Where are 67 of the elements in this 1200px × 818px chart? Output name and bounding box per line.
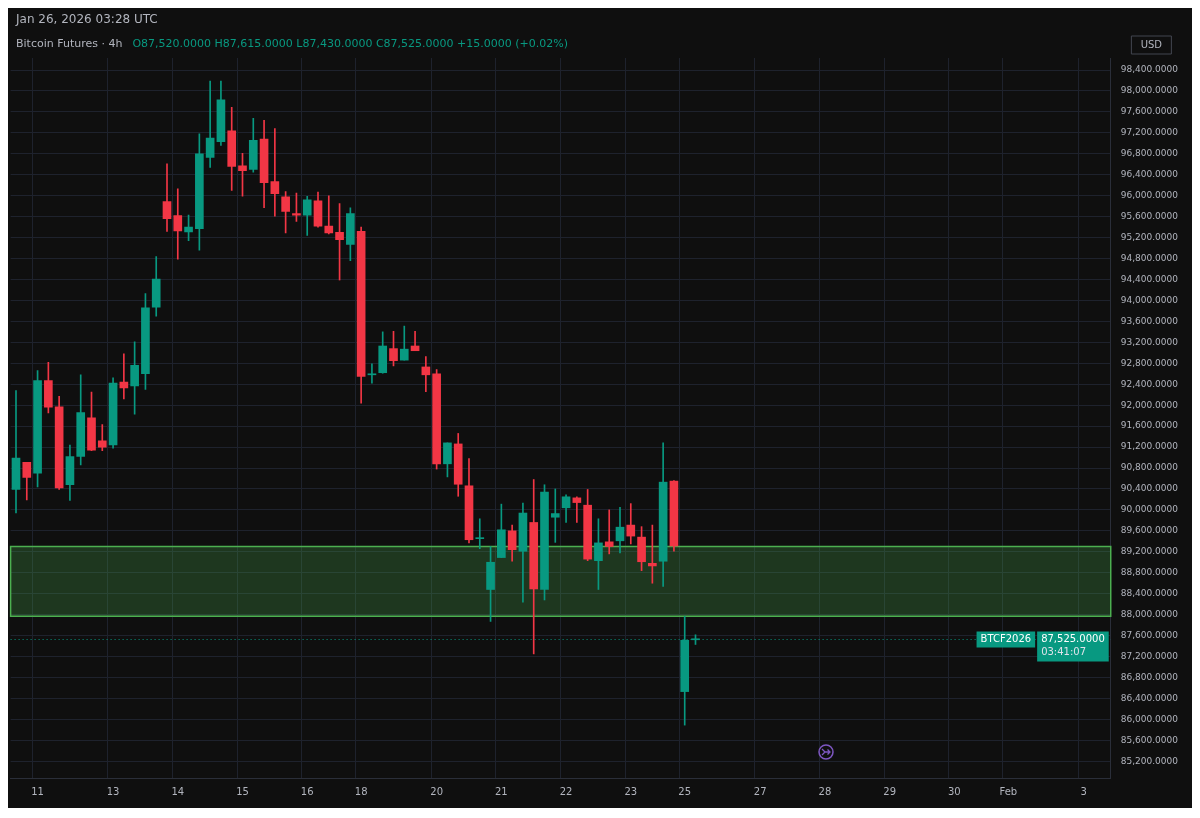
ref-line-label: BTCF2026 bbox=[980, 633, 1032, 645]
x-tick-label: 27 bbox=[753, 785, 767, 797]
y-tick-label: 85,600.0000 bbox=[1120, 734, 1179, 745]
chart-title: Bitcoin Futures · 4h bbox=[16, 36, 123, 50]
y-tick-label: 91,200.0000 bbox=[1120, 441, 1179, 452]
y-tick-label: 86,800.0000 bbox=[1120, 671, 1179, 682]
annotation: 87,525.0000 bbox=[1041, 633, 1105, 645]
x-tick-label: 30 bbox=[947, 785, 961, 797]
y-tick-label: 90,400.0000 bbox=[1120, 483, 1179, 494]
x-tick-label: Feb bbox=[999, 785, 1018, 797]
y-tick-label: 98,000.0000 bbox=[1120, 85, 1179, 96]
y-tick-label: 86,400.0000 bbox=[1120, 692, 1179, 703]
y-tick-label: 89,200.0000 bbox=[1120, 546, 1179, 557]
candlestick bbox=[173, 188, 183, 260]
y-tick-label: 90,000.0000 bbox=[1120, 504, 1179, 515]
x-tick-label: 25 bbox=[678, 785, 692, 797]
x-tick-label: 20 bbox=[430, 785, 444, 797]
candlestick bbox=[205, 80, 215, 168]
y-tick-label: 94,000.0000 bbox=[1120, 294, 1179, 305]
y-tick-label: 96,000.0000 bbox=[1120, 190, 1179, 201]
y-tick-label: 97,600.0000 bbox=[1120, 106, 1179, 117]
x-tick-label: 29 bbox=[883, 785, 897, 797]
x-tick-label: 23 bbox=[624, 785, 638, 797]
x-tick-label: 14 bbox=[171, 785, 185, 797]
x-tick-label: 18 bbox=[354, 785, 368, 797]
y-tick-label: 93,200.0000 bbox=[1120, 336, 1179, 347]
x-tick-label: 16 bbox=[300, 785, 314, 797]
candlestick bbox=[475, 518, 485, 549]
candlestick bbox=[270, 128, 280, 217]
y-tick-label: 86,000.0000 bbox=[1120, 713, 1179, 724]
text: Jan 26, 2026 03:28 UTC bbox=[15, 12, 158, 27]
y-tick-label: 92,800.0000 bbox=[1120, 357, 1179, 368]
y-tick-label: 92,400.0000 bbox=[1120, 378, 1179, 389]
candlestick bbox=[550, 488, 560, 543]
x-tick-label: 22 bbox=[559, 785, 573, 797]
y-tick-label: 97,200.0000 bbox=[1120, 127, 1179, 138]
y-tick-label: 96,400.0000 bbox=[1120, 169, 1179, 180]
y-tick-label: 88,400.0000 bbox=[1120, 588, 1179, 599]
y-tick-label: 88,800.0000 bbox=[1120, 567, 1179, 578]
y-tick-label: 88,000.0000 bbox=[1120, 608, 1179, 619]
annotation: 03:41:07 bbox=[1041, 646, 1087, 658]
y-tick-label: 89,600.0000 bbox=[1120, 525, 1179, 536]
y-tick-label: 87,600.0000 bbox=[1120, 629, 1179, 640]
y-tick-label: 87,200.0000 bbox=[1120, 650, 1179, 661]
y-tick-label: 96,800.0000 bbox=[1120, 148, 1179, 159]
y-tick-label: 95,600.0000 bbox=[1120, 211, 1179, 222]
y-tick-label: 90,800.0000 bbox=[1120, 462, 1179, 473]
y-tick-label: 94,400.0000 bbox=[1120, 273, 1179, 284]
y-tick-label: 93,600.0000 bbox=[1120, 315, 1179, 326]
candlestick bbox=[324, 195, 334, 235]
x-tick-label: 11 bbox=[31, 785, 44, 797]
y-tick-label: 98,400.0000 bbox=[1120, 64, 1179, 75]
chart-subtitle: O87,520.0000 H87,615.0000 L87,430.0000 C87,525.0000 +15.0000 (+0.02%) bbox=[132, 36, 569, 50]
y-tick-label: 94,800.0000 bbox=[1120, 252, 1179, 263]
x-tick-label: 3 bbox=[1080, 785, 1087, 797]
x-tick-label: 28 bbox=[818, 785, 832, 797]
y-tick-label: 92,000.0000 bbox=[1120, 399, 1179, 410]
candlestick bbox=[162, 163, 172, 232]
y-axis-title: USD bbox=[1140, 38, 1163, 50]
y-tick-label: 85,200.0000 bbox=[1120, 755, 1179, 766]
y-tick-label: 91,600.0000 bbox=[1120, 420, 1179, 431]
x-tick-label: 15 bbox=[236, 785, 249, 797]
x-tick-label: 13 bbox=[106, 785, 120, 797]
x-tick-label: 21 bbox=[494, 785, 508, 797]
y-tick-label: 95,200.0000 bbox=[1120, 231, 1179, 242]
candlestick bbox=[367, 363, 377, 384]
candlestick bbox=[604, 509, 614, 555]
